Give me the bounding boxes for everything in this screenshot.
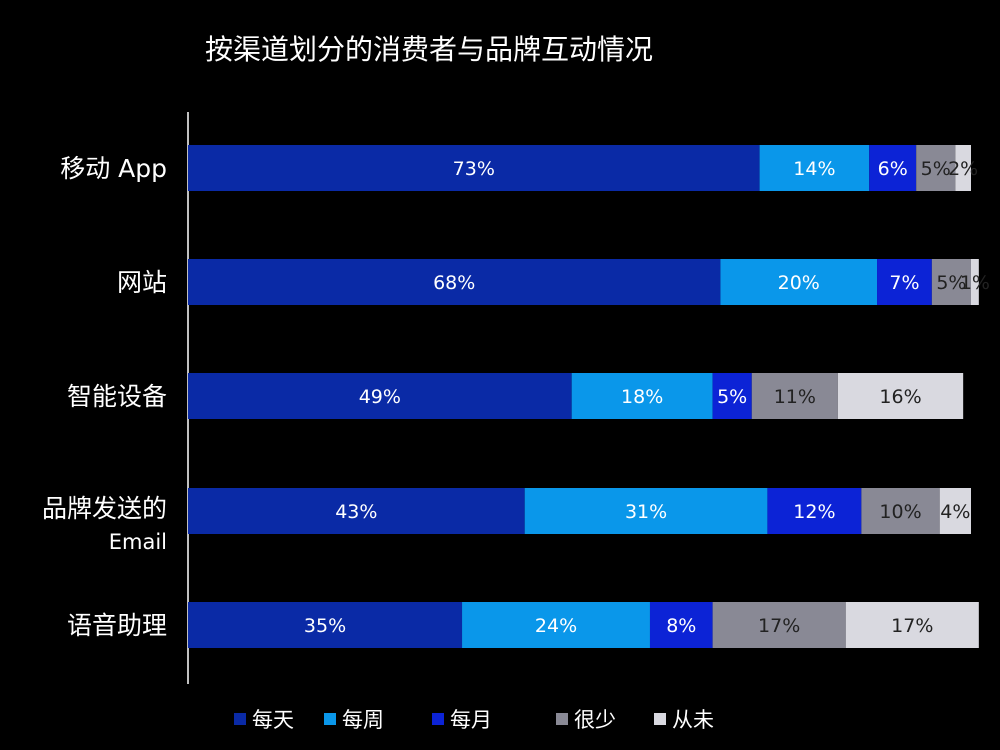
category-label: 网站 bbox=[117, 268, 167, 297]
data-label: 14% bbox=[793, 158, 835, 180]
data-label: 6% bbox=[878, 158, 908, 180]
bar-segment bbox=[845, 602, 979, 648]
legend-swatch bbox=[432, 713, 444, 725]
bar-segment bbox=[971, 259, 979, 305]
legend-swatch bbox=[556, 713, 568, 725]
bar-segment bbox=[955, 145, 971, 191]
legend-item: 每月 bbox=[432, 704, 492, 734]
data-label: 17% bbox=[891, 615, 933, 637]
bar-segment bbox=[931, 259, 971, 305]
data-label: 1% bbox=[960, 272, 990, 294]
bar-segment bbox=[916, 145, 956, 191]
data-label: 4% bbox=[940, 501, 970, 523]
category-label: 移动 App bbox=[60, 154, 167, 183]
legend-swatch bbox=[654, 713, 666, 725]
bar-segment bbox=[712, 602, 846, 648]
data-label: 10% bbox=[879, 501, 921, 523]
bar-segment bbox=[462, 602, 650, 648]
legend-item: 每天 bbox=[234, 704, 294, 734]
legend-item: 从未 bbox=[654, 704, 714, 734]
data-label: 5% bbox=[921, 158, 951, 180]
data-label: 17% bbox=[758, 615, 800, 637]
bar-segment bbox=[861, 488, 940, 534]
legend-label: 从未 bbox=[672, 708, 714, 732]
data-label: 68% bbox=[433, 272, 475, 294]
bar-segment bbox=[751, 373, 838, 419]
category-label: 语音助理 bbox=[67, 611, 167, 640]
bar-segment bbox=[720, 259, 878, 305]
data-label: 16% bbox=[879, 386, 921, 408]
category-label: 智能设备 bbox=[67, 382, 167, 411]
data-labels: 73% 14% 6% 5%2%68% 20% 7% 5%1%49% 18% 5% 11% 16%43… bbox=[304, 158, 990, 637]
data-label: 11% bbox=[774, 386, 816, 408]
chart-title: 按渠道划分的消费者与品牌互动情况 bbox=[205, 33, 654, 66]
bar-segment bbox=[837, 373, 964, 419]
bar-segment bbox=[759, 145, 870, 191]
data-label: 5% bbox=[717, 386, 747, 408]
bar-segments bbox=[188, 145, 979, 648]
data-label: 20% bbox=[778, 272, 820, 294]
bar-segment bbox=[939, 488, 971, 534]
bar-segment bbox=[188, 259, 721, 305]
bar-segment bbox=[877, 259, 932, 305]
data-label: 35% bbox=[304, 615, 346, 637]
legend-label: 每月 bbox=[450, 708, 492, 732]
data-label: 31% bbox=[625, 501, 667, 523]
legend-label: 每天 bbox=[252, 708, 294, 732]
data-label: 5% bbox=[936, 272, 966, 294]
bar-segment bbox=[712, 373, 752, 419]
legend-swatch bbox=[324, 713, 336, 725]
bar-segment bbox=[649, 602, 713, 648]
legend-label: 每周 bbox=[342, 708, 384, 732]
legend-item: 每周 bbox=[324, 704, 384, 734]
data-label: 7% bbox=[889, 272, 919, 294]
legend-label: 很少 bbox=[574, 708, 616, 732]
data-label: 18% bbox=[621, 386, 663, 408]
data-label: 43% bbox=[335, 501, 377, 523]
bar-segment bbox=[524, 488, 768, 534]
bar-segment bbox=[869, 145, 917, 191]
bar-segment bbox=[188, 373, 572, 419]
data-label: 24% bbox=[535, 615, 577, 637]
bar-segment bbox=[767, 488, 862, 534]
category-label: 品牌发送的 Email bbox=[42, 494, 167, 554]
legend-swatch bbox=[234, 713, 246, 725]
data-label: 2% bbox=[948, 158, 978, 180]
data-label: 73% bbox=[453, 158, 495, 180]
data-label: 49% bbox=[359, 386, 401, 408]
bar-segment bbox=[571, 373, 713, 419]
data-label: 8% bbox=[666, 615, 696, 637]
bar-segment bbox=[188, 145, 760, 191]
legend-item: 很少 bbox=[556, 704, 616, 734]
bar-segment bbox=[188, 488, 525, 534]
bar-segment bbox=[188, 602, 463, 648]
data-label: 12% bbox=[793, 501, 835, 523]
